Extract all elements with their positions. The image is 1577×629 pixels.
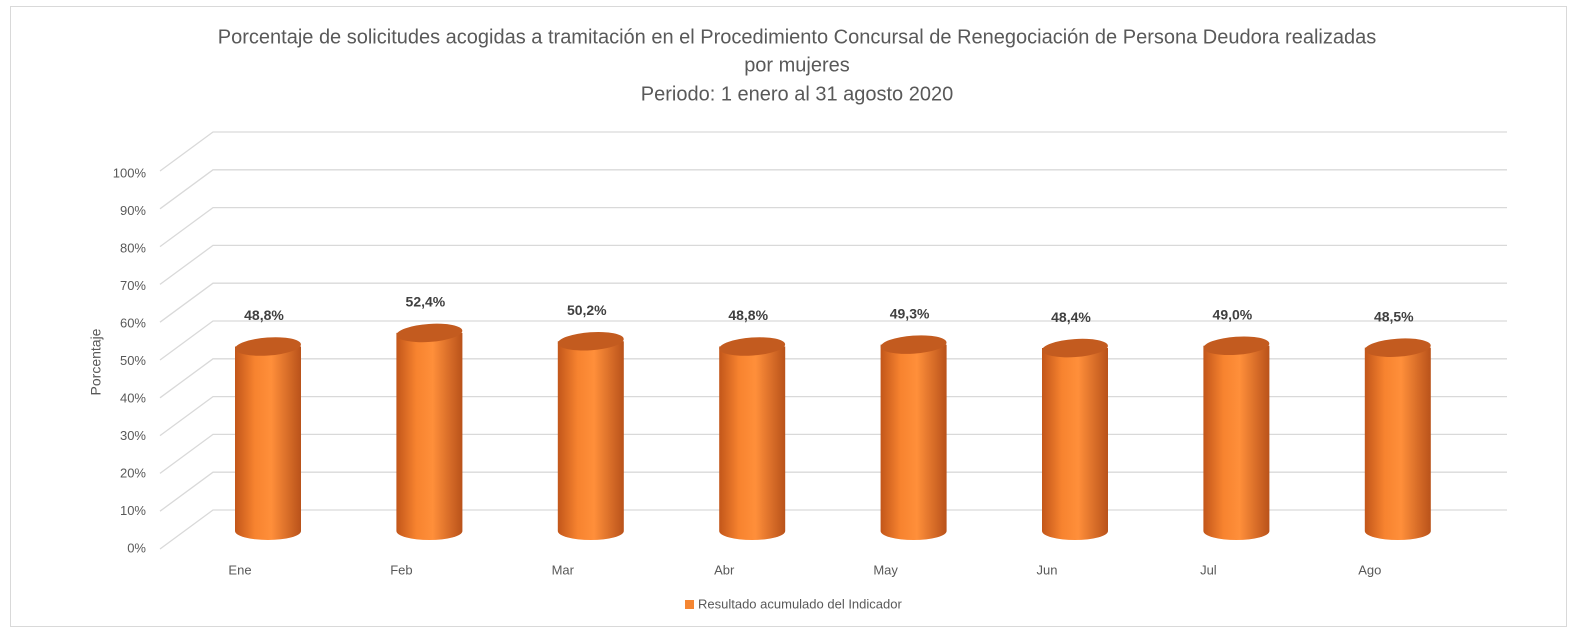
y-tick-label: 50%: [120, 353, 146, 368]
x-tick-label: Jun: [1037, 562, 1058, 577]
cylinder-body: [1203, 345, 1270, 540]
cylinder-body: [719, 346, 786, 540]
x-tick-label: May: [873, 562, 898, 577]
x-tick-label: Abr: [714, 562, 735, 577]
data-label: 48,4%: [1051, 309, 1091, 325]
cylinder-body: [235, 346, 301, 540]
cylinder-top: [719, 337, 786, 356]
grid-line: [159, 282, 1507, 323]
y-tick-label: 30%: [120, 428, 146, 443]
cylinder-body: [1042, 348, 1108, 540]
grid-line: [159, 206, 1507, 248]
cylinder-top: [1042, 338, 1108, 358]
y-tick-label: 80%: [120, 240, 146, 255]
chart-subtitle: Periodo: 1 enero al 31 agosto 2020: [641, 83, 953, 105]
chart-title: por mujeres: [744, 54, 850, 76]
data-label: 52,4%: [406, 294, 446, 310]
cylinder-body: [880, 344, 947, 540]
cylinder-body: [1364, 347, 1431, 540]
grid-line: [159, 169, 1507, 210]
x-tick-label: Ago: [1358, 562, 1381, 577]
y-tick-label: 60%: [120, 315, 146, 330]
data-label: 48,8%: [244, 307, 284, 323]
cylinder-body: [557, 341, 624, 540]
cylinder-top: [1364, 338, 1431, 357]
y-tick-label: 0%: [127, 540, 146, 555]
data-label: 48,5%: [1374, 308, 1414, 324]
cylinder-top: [235, 337, 301, 356]
cylinder-top: [1203, 336, 1270, 356]
y-tick-label: 90%: [120, 203, 146, 218]
data-label: 49,3%: [890, 305, 930, 321]
cylinder-body: [396, 332, 463, 540]
data-label: 49,0%: [1213, 306, 1253, 322]
y-axis-label: Porcentaje: [88, 328, 104, 395]
cylinder-top: [880, 335, 947, 354]
y-tick-label: 20%: [120, 465, 146, 480]
x-tick-label: Jul: [1200, 562, 1217, 577]
y-tick-label: 100%: [113, 165, 147, 180]
legend-swatch: [685, 600, 694, 609]
cylinder-top: [396, 323, 463, 343]
data-label: 48,8%: [728, 307, 768, 323]
chart-title: Porcentaje de solicitudes acogidas a tra…: [218, 26, 1376, 48]
x-tick-label: Ene: [228, 562, 251, 577]
legend-label: Resultado acumulado del Indicador: [698, 596, 902, 611]
y-tick-label: 40%: [120, 390, 146, 405]
grid-line: [159, 320, 1507, 361]
x-tick-label: Mar: [552, 562, 575, 577]
y-tick-label: 10%: [120, 503, 146, 518]
y-tick-label: 70%: [120, 278, 146, 293]
x-tick-label: Feb: [390, 562, 412, 577]
data-label: 50,2%: [567, 302, 607, 318]
grid-line: [159, 244, 1507, 285]
grid-line: [159, 131, 1507, 172]
cylinder-top: [557, 331, 624, 351]
